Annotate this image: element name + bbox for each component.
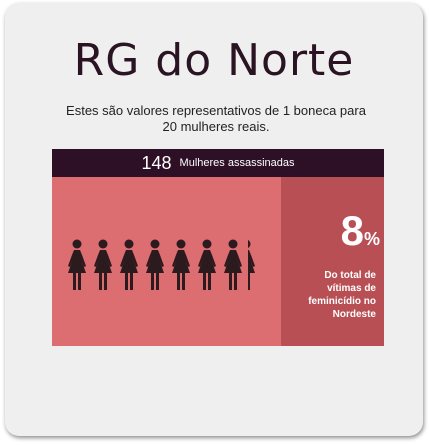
percentage-value: 8: [340, 207, 364, 254]
murder-count: 148: [141, 152, 172, 173]
percentage-box: 8% Do total de vítimas de feminicídio no…: [281, 177, 384, 346]
count-header: 148 Mulheres assassinadas: [52, 149, 384, 177]
stats-panel: 148 Mulheres assassinadas 8% Do total de…: [52, 149, 384, 346]
woman-icon: [66, 239, 88, 291]
woman-icon: [92, 239, 114, 291]
woman-icon: [196, 239, 218, 291]
doll-row: [66, 239, 265, 291]
woman-icon: [222, 239, 244, 291]
murder-count-label: Mulheres assassinadas: [179, 157, 295, 169]
woman-icon: [170, 239, 192, 291]
subtitle: Estes são valores representativos de 1 b…: [66, 103, 366, 134]
dolls-area: [52, 177, 281, 346]
percentage: 8%: [341, 207, 380, 255]
woman-icon: [144, 239, 166, 291]
percentage-description: Do total de vítimas de feminicídio no No…: [308, 270, 376, 320]
percentage-sign: %: [363, 229, 380, 249]
woman-icon: [118, 239, 140, 291]
infographic-card: RG do Norte Estes são valores representa…: [5, 3, 423, 436]
page-title: RG do Norte: [73, 35, 355, 86]
woman-icon: [248, 239, 257, 291]
